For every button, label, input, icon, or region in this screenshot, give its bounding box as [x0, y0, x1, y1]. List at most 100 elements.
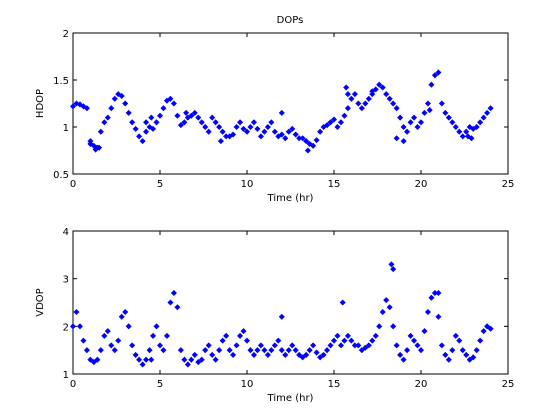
- data-point: [470, 354, 477, 361]
- data-point: [132, 125, 139, 132]
- data-point: [369, 337, 376, 344]
- data-point: [230, 351, 237, 358]
- data-point: [101, 119, 108, 126]
- data-point: [278, 109, 285, 116]
- data-point: [275, 337, 282, 344]
- data-point: [417, 347, 425, 354]
- data-point: [122, 309, 129, 316]
- data-point: [250, 351, 257, 358]
- data-point: [344, 91, 351, 98]
- data-point: [334, 123, 341, 131]
- data-point: [76, 323, 83, 330]
- data-point: [153, 323, 160, 330]
- data-point: [383, 297, 390, 304]
- data-point: [466, 356, 473, 363]
- data-point: [414, 342, 421, 349]
- data-point: [296, 351, 303, 358]
- x-axis-label: Time (hr): [267, 393, 314, 404]
- data-point: [289, 342, 296, 349]
- data-point: [355, 100, 362, 107]
- data-point: [411, 337, 418, 344]
- data-point: [303, 351, 310, 358]
- chart-title: DOPs: [277, 15, 304, 26]
- data-point: [285, 347, 292, 354]
- data-point: [261, 128, 268, 135]
- data-point: [337, 342, 344, 349]
- data-point: [393, 105, 400, 112]
- data-point: [264, 351, 271, 358]
- data-point: [344, 332, 351, 339]
- data-point: [327, 342, 334, 349]
- y-tick-label: 1: [63, 370, 69, 381]
- data-point: [202, 347, 209, 354]
- data-point: [174, 112, 181, 119]
- data-point: [282, 351, 289, 358]
- data-point: [310, 342, 317, 349]
- data-point: [397, 114, 404, 121]
- data-point: [104, 114, 111, 121]
- data-point: [170, 100, 177, 107]
- data-point: [320, 351, 327, 358]
- data-point: [139, 361, 146, 368]
- data-point: [386, 95, 393, 102]
- data-point: [83, 105, 90, 112]
- data-point: [317, 128, 324, 135]
- data-point: [219, 337, 226, 344]
- data-point: [487, 325, 494, 332]
- data-point: [362, 100, 369, 107]
- data-point: [456, 128, 463, 135]
- data-point: [299, 354, 306, 361]
- data-point: [177, 347, 184, 354]
- data-point: [125, 109, 132, 116]
- data-point: [188, 112, 195, 119]
- data-point: [198, 356, 205, 363]
- data-point: [362, 344, 369, 351]
- x-axis-label: Time (hr): [267, 193, 314, 204]
- data-point: [87, 356, 94, 363]
- data-point: [480, 328, 487, 335]
- data-point: [393, 135, 400, 142]
- data-point: [449, 347, 456, 354]
- y-tick-label: 3: [63, 275, 69, 286]
- data-point: [150, 125, 157, 132]
- data-point: [104, 328, 111, 335]
- data-point: [143, 128, 150, 135]
- data-point: [473, 123, 480, 131]
- data-point: [324, 347, 331, 354]
- data-point: [369, 88, 376, 95]
- data-point: [278, 131, 285, 138]
- data-point: [327, 119, 334, 126]
- data-point: [254, 125, 261, 132]
- data-point: [108, 105, 115, 112]
- data-point: [304, 147, 311, 154]
- data-point: [183, 109, 190, 116]
- data-point: [341, 337, 348, 344]
- data-point: [459, 133, 466, 140]
- data-point: [240, 125, 247, 132]
- data-point: [247, 123, 254, 131]
- x-tick-label: 5: [157, 179, 163, 190]
- data-point: [129, 342, 136, 349]
- y-tick-label: 2: [63, 322, 69, 333]
- data-point: [313, 137, 320, 144]
- data-point: [146, 347, 153, 354]
- data-point: [278, 347, 285, 354]
- data-point: [289, 125, 296, 132]
- data-point: [212, 356, 219, 363]
- data-point: [261, 347, 268, 354]
- data-point: [404, 128, 411, 135]
- data-point: [163, 332, 170, 339]
- data-point: [376, 323, 383, 330]
- data-point: [358, 105, 365, 112]
- data-point: [188, 356, 195, 363]
- data-point: [73, 309, 80, 316]
- data-point: [148, 356, 155, 363]
- data-point: [143, 119, 150, 126]
- data-point: [219, 128, 226, 135]
- data-point: [435, 289, 442, 296]
- data-point: [264, 123, 271, 131]
- data-point: [344, 105, 351, 112]
- data-point: [129, 119, 136, 126]
- data-point: [111, 95, 118, 102]
- data-point: [257, 342, 264, 349]
